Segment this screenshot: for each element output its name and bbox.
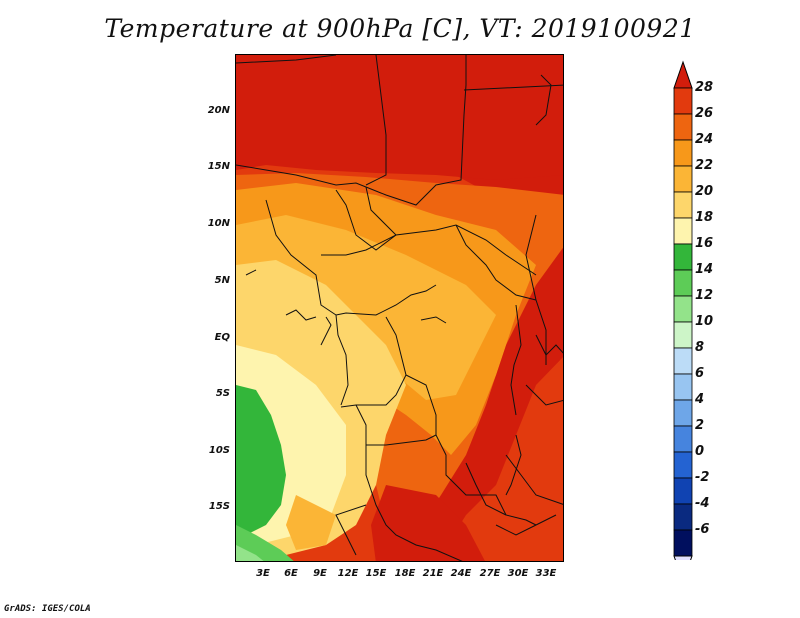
lon-label-15e: 15E [365,568,387,579]
colorbar-swatch [673,217,693,245]
colorbar-bottom-arrow [673,555,693,560]
field-20-22 [236,215,496,400]
colorbar-level-label: 24 [695,132,714,147]
temperature-map [235,54,564,562]
colorbar-level-label: 12 [695,288,714,303]
lon-label-9e: 9E [313,568,327,579]
colorbar-swatch [673,399,693,427]
lon-label-6e: 6E [284,568,298,579]
colorbar-swatch [673,165,693,193]
lon-label-27e: 27E [479,568,501,579]
colorbar-swatch [673,321,693,349]
field-28-plus-east [236,55,563,561]
field-28-plus-north [236,55,563,180]
colorbar-swatch [673,87,693,115]
colorbar-swatch [673,529,693,557]
lat-label-10s: 10S [208,445,230,456]
colorbar-level-label: 8 [695,340,705,355]
lat-label-10n: 10N [207,218,230,229]
footer-credit: GrADS: IGES/COLA [4,604,91,614]
field-10-12 [236,545,264,561]
colorbar-level-label: 10 [695,314,714,329]
lat-label-15n: 15N [207,161,230,172]
colorbar-swatch [673,295,693,323]
field-12-16 [236,385,286,537]
lat-label-eq: EQ [214,332,230,343]
lat-label-15s: 15S [208,501,230,512]
colorbar-swatch [673,477,693,505]
lat-label-20n: 20N [207,105,230,116]
lon-label-33e: 33E [535,568,557,579]
colorbar-swatches [673,60,693,560]
colorbar-level-label: 6 [695,366,705,381]
lon-label-3e: 3E [256,568,270,579]
colorbar-swatch [673,451,693,479]
lon-label-30e: 30E [507,568,529,579]
colorbar-level-label: 20 [695,184,714,199]
lon-label-12e: 12E [337,568,359,579]
lat-label-5n: 5N [214,275,230,286]
colorbar-level-label: -2 [695,470,710,485]
colorbar-level-label: 18 [695,210,714,225]
field-12-14-south [236,525,294,561]
colorbar-level-label: 26 [695,106,714,121]
colorbar-level-label: 14 [695,262,714,277]
colorbar-level-label: 16 [695,236,714,251]
field-20-22-south [286,495,336,550]
colorbar-swatch [673,191,693,219]
colorbar-level-label: 2 [695,418,705,433]
temperature-field [236,55,563,561]
colorbar-swatch [673,269,693,297]
colorbar-level-label: -4 [695,496,710,511]
colorbar-level-label: 4 [695,392,705,407]
colorbar-swatch [673,347,693,375]
plot-title: Temperature at 900hPa [C], VT: 201910092… [104,14,696,43]
colorbar-level-label: 0 [695,444,705,459]
colorbar: 28 26 24 22 20 18 16 14 12 10 8 6 4 2 0 -2 -4 -6 [668,60,740,560]
lon-label-18e: 18E [394,568,416,579]
colorbar-swatch [673,139,693,167]
country-borders [236,55,563,561]
colorbar-level-label: -6 [695,522,710,537]
lon-label-21e: 21E [422,568,444,579]
colorbar-top-arrow [673,60,693,89]
colorbar-swatch [673,425,693,453]
colorbar-swatch [673,503,693,531]
colorbar-swatch [673,113,693,141]
colorbar-swatch [673,243,693,271]
colorbar-swatch [673,373,693,401]
colorbar-level-label: 28 [695,80,714,95]
lat-label-5s: 5S [215,388,230,399]
field-28-plus-south [371,485,485,561]
lon-label-24e: 24E [450,568,472,579]
colorbar-level-label: 22 [695,158,714,173]
